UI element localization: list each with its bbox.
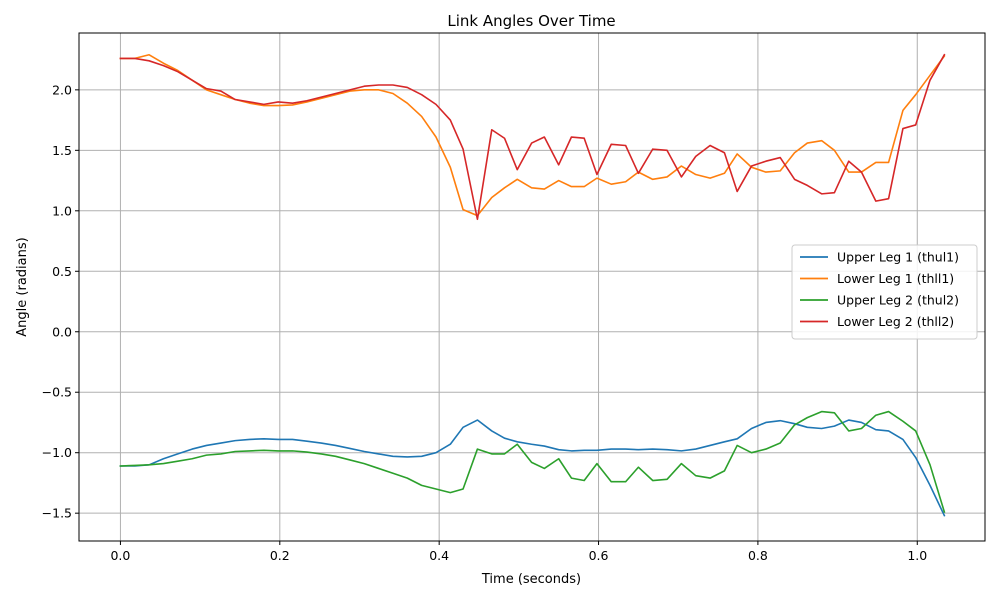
y-tick-label: 1.5 <box>52 143 72 158</box>
x-tick-label: 0.6 <box>589 548 609 563</box>
y-axis-label: Angle (radians) <box>15 237 30 336</box>
legend: Upper Leg 1 (thul1) Lower Leg 1 (thll1) Up… <box>791 244 978 340</box>
series-lines <box>119 53 946 517</box>
x-axis-ticks: 0.0 0.2 0.4 0.6 0.8 1.0 <box>110 541 927 563</box>
legend-label: Upper Leg 1 (thul1) <box>837 250 959 265</box>
x-tick-label: 1.0 <box>907 548 927 563</box>
plot-frame <box>78 32 986 542</box>
y-tick-label: 0.5 <box>52 264 72 279</box>
x-axis-label: Time (seconds) <box>481 572 581 587</box>
series-line <box>119 53 946 221</box>
y-tick-label: 2.0 <box>52 82 72 97</box>
y-axis-ticks: −1.5 −1.0 −0.5 0.0 0.5 1.0 1.5 2.0 <box>42 82 79 521</box>
legend-label: Lower Leg 2 (thll2) <box>837 314 954 329</box>
x-tick-label: 0.0 <box>110 548 130 563</box>
y-tick-label: −1.0 <box>42 445 72 460</box>
y-tick-label: −0.5 <box>42 385 72 400</box>
y-tick-label: 0.0 <box>52 324 72 339</box>
series-line <box>119 419 946 517</box>
legend-label: Lower Leg 1 (thll1) <box>837 271 954 286</box>
legend-box <box>791 244 978 340</box>
chart-title: Link Angles Over Time <box>447 12 615 30</box>
x-tick-label: 0.4 <box>429 548 449 563</box>
x-tick-label: 0.2 <box>270 548 290 563</box>
x-tick-label: 0.8 <box>748 548 768 563</box>
y-tick-label: 1.0 <box>52 203 72 218</box>
series-line <box>119 410 946 513</box>
y-tick-label: −1.5 <box>42 506 72 521</box>
series-line <box>119 53 946 217</box>
legend-label: Upper Leg 2 (thul2) <box>837 293 959 308</box>
